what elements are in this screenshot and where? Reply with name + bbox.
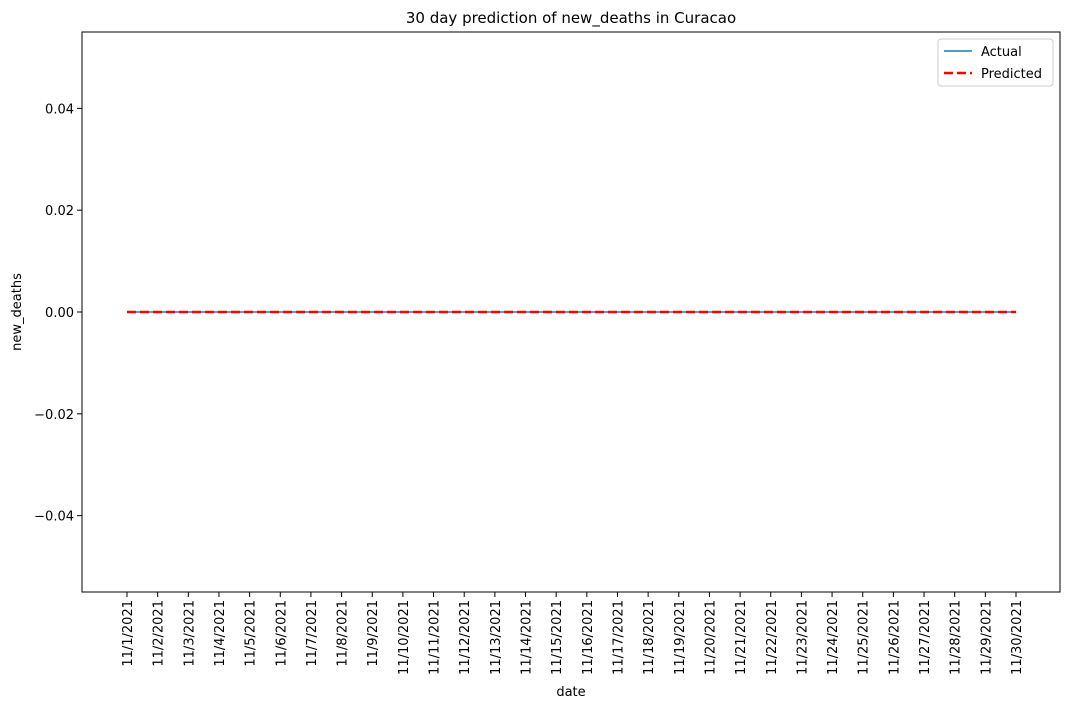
y-axis-ticks: −0.04 −0.02 0.00 0.02 0.04: [34, 102, 82, 525]
x-tick-label: 11/30/2021: [1010, 600, 1025, 675]
x-tick-label: 11/28/2021: [949, 600, 964, 675]
x-tick-label: 11/3/2021: [182, 600, 197, 667]
x-tick-label: 11/17/2021: [611, 600, 626, 675]
x-tick-label: 11/13/2021: [489, 600, 504, 675]
x-tick-label: 11/15/2021: [550, 600, 565, 675]
x-tick-label: 11/9/2021: [366, 600, 381, 667]
x-tick-label: 11/27/2021: [918, 600, 933, 675]
x-tick-label: 11/11/2021: [428, 600, 443, 675]
x-tick-label: 11/22/2021: [765, 600, 780, 675]
x-tick-label: 11/4/2021: [213, 600, 228, 667]
x-tick-label: 11/1/2021: [121, 600, 136, 667]
y-tick-label: 0.04: [45, 102, 74, 117]
legend: Actual Predicted: [937, 38, 1054, 87]
legend-label-actual: Actual: [981, 45, 1022, 60]
x-tick-label: 11/16/2021: [581, 600, 596, 675]
y-axis-label: new_deaths: [10, 273, 25, 351]
y-tick-label: −0.04: [34, 510, 74, 525]
x-tick-label: 11/24/2021: [826, 600, 841, 675]
x-tick-label: 11/29/2021: [979, 600, 994, 675]
y-tick-label: 0.02: [45, 204, 74, 219]
x-tick-label: 11/10/2021: [397, 600, 412, 675]
x-axis-label: date: [556, 685, 585, 700]
x-tick-label: 11/7/2021: [305, 600, 320, 667]
x-tick-label: 11/18/2021: [642, 600, 657, 675]
x-axis-ticks: 11/1/2021 11/2/2021 11/3/2021 11/4/2021 11/5…: [121, 592, 1025, 675]
y-tick-label: −0.02: [34, 408, 74, 423]
x-tick-label: 11/20/2021: [703, 600, 718, 675]
x-tick-label: 11/21/2021: [734, 600, 749, 675]
x-tick-label: 11/23/2021: [795, 600, 810, 675]
x-tick-label: 11/6/2021: [274, 600, 289, 667]
chart-title: 30 day prediction of new_deaths in Curac…: [406, 9, 736, 28]
x-tick-label: 11/8/2021: [336, 600, 351, 667]
y-tick-label: 0.00: [45, 306, 74, 321]
legend-label-predicted: Predicted: [981, 67, 1042, 82]
x-tick-label: 11/2/2021: [152, 600, 167, 667]
x-tick-label: 11/19/2021: [673, 600, 688, 675]
x-tick-label: 11/14/2021: [520, 600, 535, 675]
x-tick-label: 11/12/2021: [458, 600, 473, 675]
x-tick-label: 11/5/2021: [244, 600, 259, 667]
x-tick-label: 11/26/2021: [887, 600, 902, 675]
x-tick-label: 11/25/2021: [857, 600, 872, 675]
